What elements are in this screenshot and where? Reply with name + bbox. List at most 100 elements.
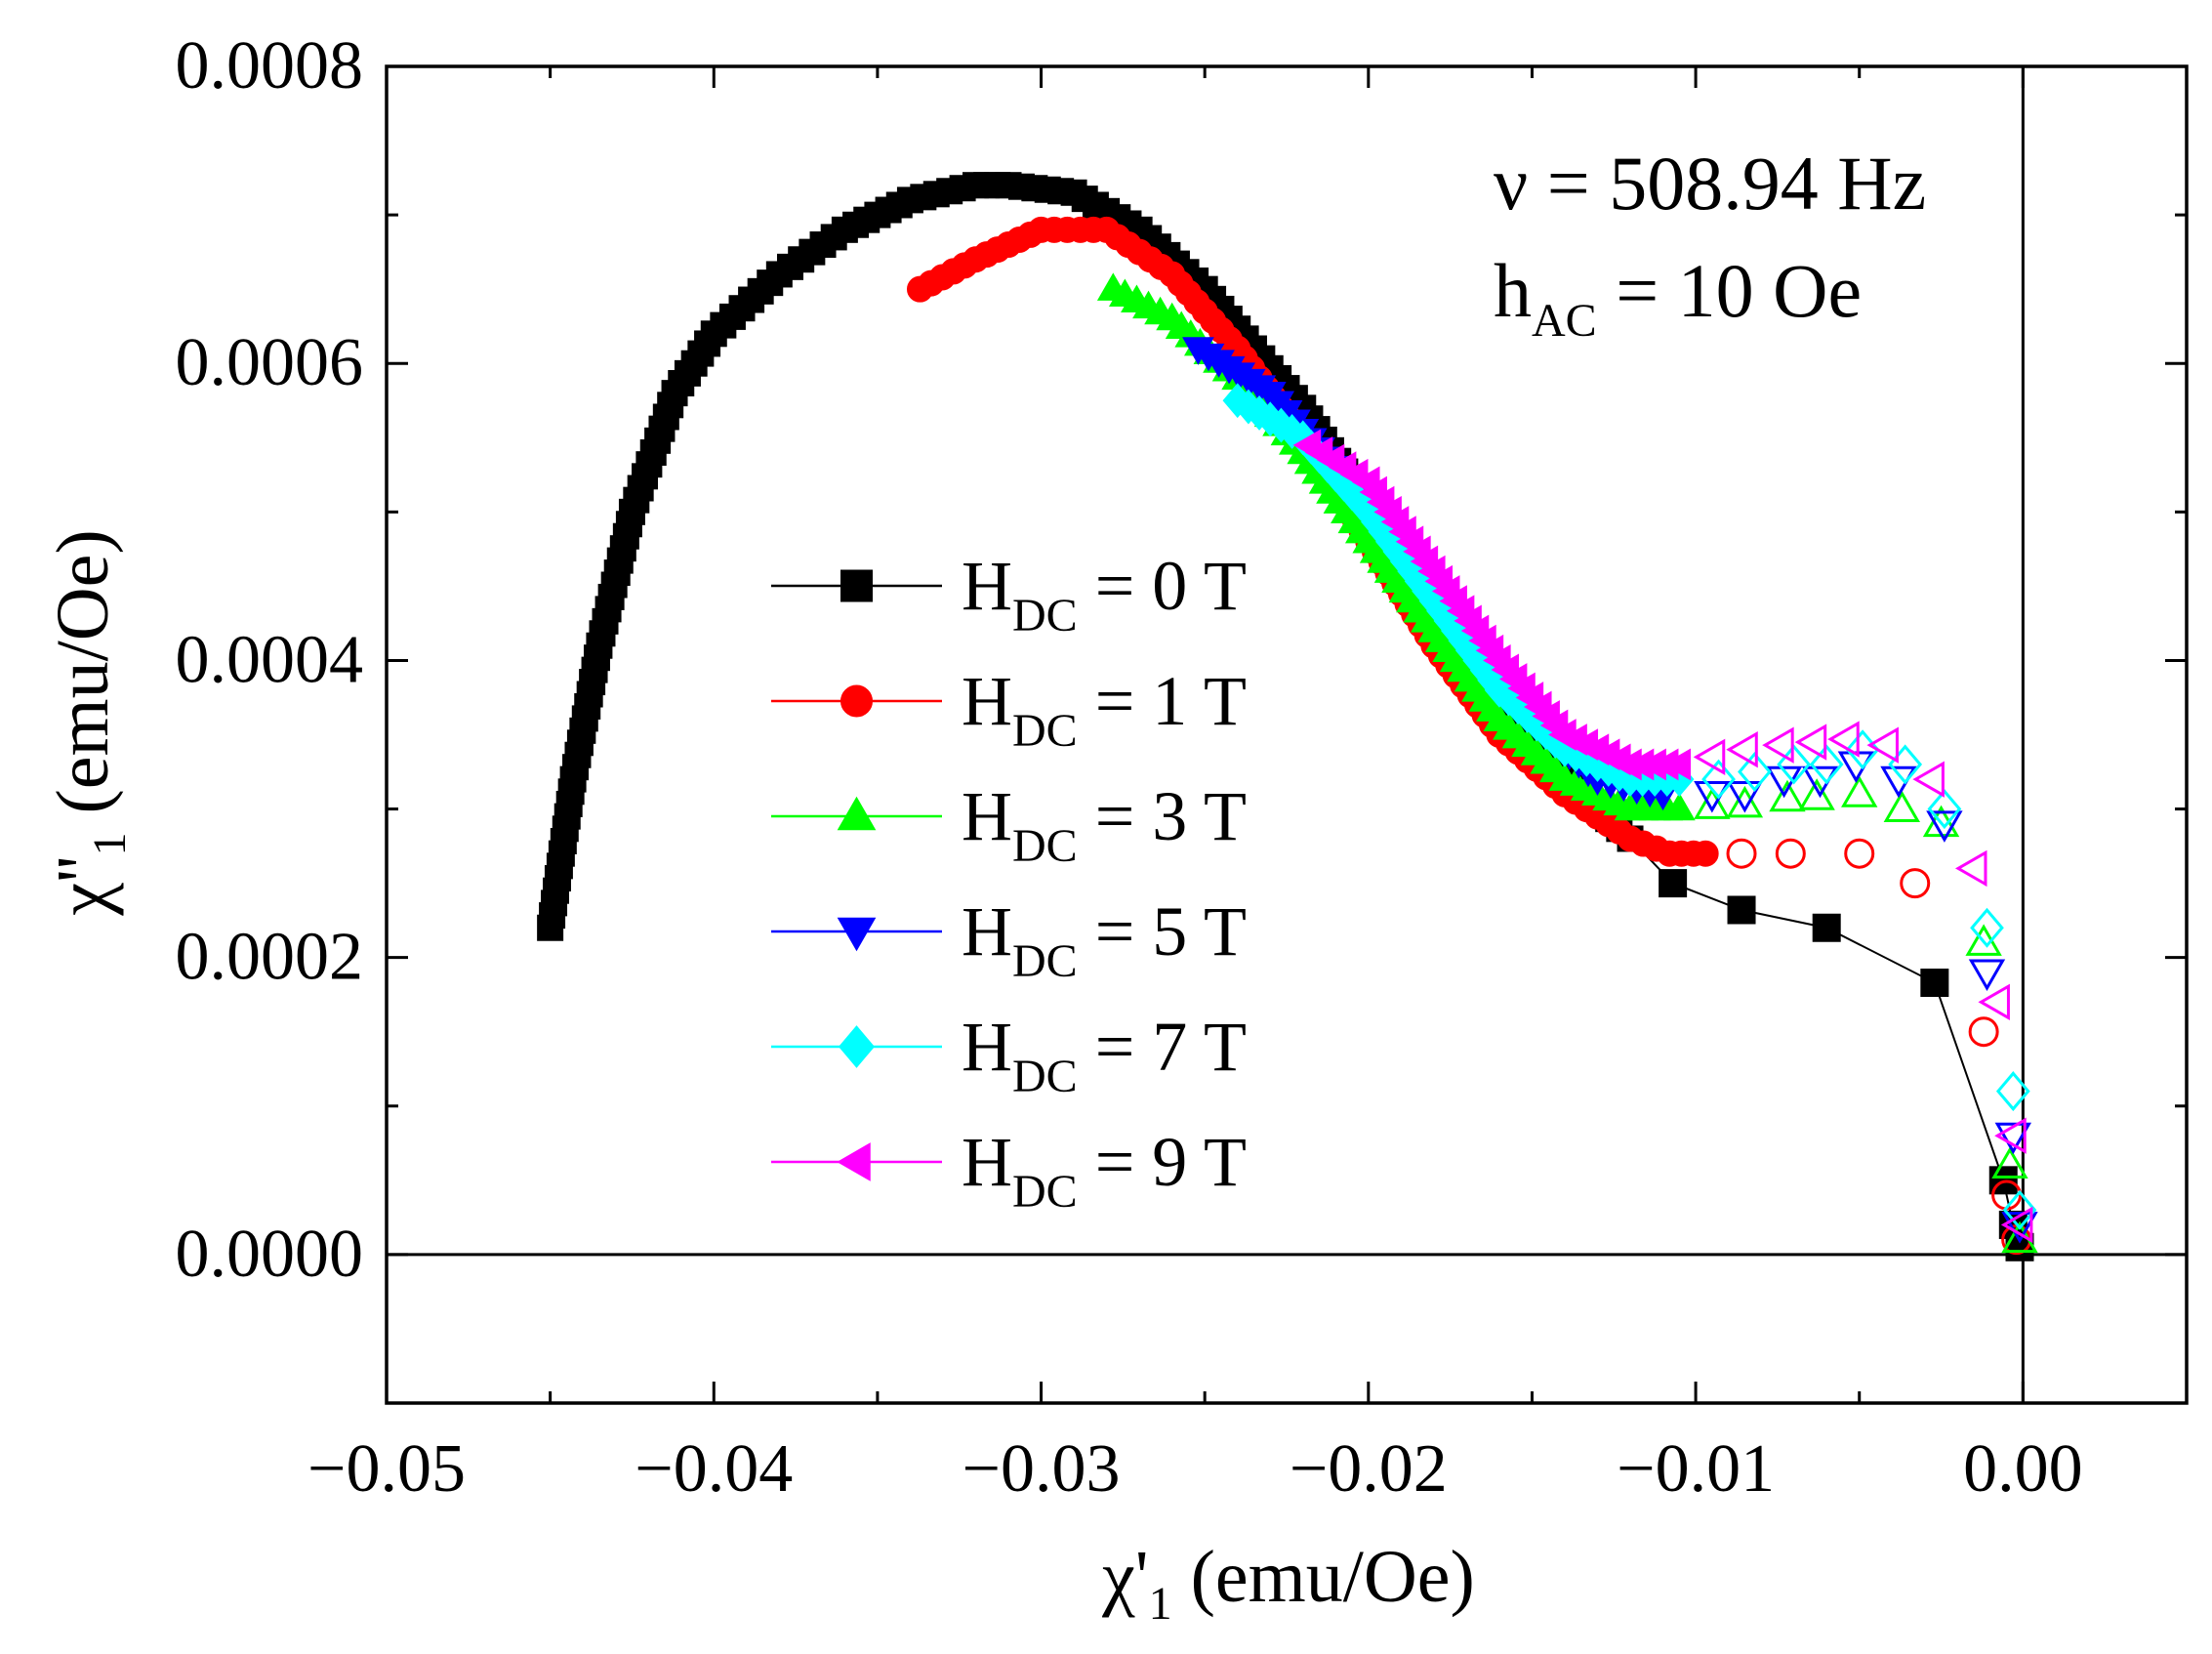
legend-label-main: H [962,662,1012,740]
x-axis-label: χ'1 (emu/Oe) [1101,1536,1475,1630]
data-point-open [1994,1117,2027,1154]
data-point-open [1968,1016,1999,1048]
data-point-open [1927,789,1962,830]
x-axis-label-main: χ' [1101,1536,1148,1618]
x-tick-label: 0.00 [1963,1431,2083,1507]
amplitude-rest: = 10 Oe [1597,248,1862,333]
data-point-open [1694,787,1731,819]
data-point-filled [1727,895,1756,925]
plot-frame [385,64,2189,1405]
y-tick-label: 0.0008 [176,28,364,103]
legend-label-main: H [962,892,1012,971]
series-5 [1292,429,2033,1244]
data-point-filled [1920,969,1949,998]
amplitude-annotation: hAC = 10 Oe [1494,248,1862,347]
data-point-open [1726,731,1758,768]
legend-label-sub: DC [1012,590,1078,641]
data-point-open [1738,752,1772,793]
data-point-open [1900,868,1931,899]
legend-label-main: H [962,1123,1012,1201]
data-point-open [1798,778,1835,810]
x-tick-label: −0.03 [963,1431,1121,1507]
data-point-filled [1659,869,1688,898]
data-point-open [1809,744,1844,785]
data-point-open [1926,810,1963,843]
legend-marker [839,1025,875,1068]
data-point-open [1777,744,1812,785]
data-point-open [1994,1122,2031,1155]
data-point-open [1970,907,2004,948]
legend-label-rest: = 3 T [1078,777,1247,855]
legend-label-sub: DC [1012,705,1078,757]
data-point-open [1701,759,1736,800]
data-point-open [2000,1206,2033,1244]
data-point-open [1991,1146,2028,1179]
legend-marker [840,569,873,602]
legend-label-rest: = 5 T [1078,892,1247,971]
y-axis-label-sub: 1 [84,833,136,856]
data-point-open [1968,959,2006,991]
legend-marker [840,684,873,718]
data-series [537,172,2038,1261]
y-axis-label: χ''1 (emu/Oe) [42,529,136,916]
legend-marker [837,917,877,952]
data-point-open [1762,726,1794,764]
axes: −0.05 −0.04 −0.03 −0.02 −0.01 0.00 0.0000 0.000… [176,28,2189,1507]
y-axis-label-unit: (emu/Oe) [42,529,124,832]
data-point-open [1794,724,1827,761]
x-tick-label: −0.05 [307,1431,466,1507]
data-point-filled [1812,913,1841,942]
amplitude-main: h [1494,248,1532,333]
legend-label-rest: = 1 T [1078,662,1247,740]
data-point-open [1726,780,1764,813]
x-tick-label: −0.04 [635,1431,793,1507]
x-tick-label: −0.02 [1290,1431,1448,1507]
legend-label-sub: DC [1012,1166,1078,1218]
legend-label: HDC = 0 T [962,547,1247,641]
data-point-open [2001,1212,2038,1244]
series-4 [1222,383,2037,1230]
data-point-filled [1692,840,1719,867]
data-point-open [1883,790,1921,822]
x-axis-label-unit: (emu/Oe) [1172,1536,1475,1618]
legend-label-rest: = 7 T [1078,1008,1247,1086]
data-point-open [1693,738,1726,776]
amplitude-sub: AC [1532,295,1597,347]
data-point-open [1912,761,1945,798]
data-point-open [1726,838,1757,869]
legend-label-sub: DC [1012,935,1078,987]
data-point-open [1995,1071,2030,1112]
data-point-open [1775,838,1806,869]
data-point-open [1769,779,1806,812]
data-point-filled [1662,748,1692,781]
legend-label: HDC = 1 T [962,662,1247,757]
data-point-open [1978,983,2010,1020]
legend-label: HDC = 7 T [962,1008,1247,1102]
legend-label: HDC = 5 T [962,892,1247,987]
legend-label-main: H [962,777,1012,855]
legend-marker [837,1142,871,1181]
legend-label-sub: DC [1012,1051,1078,1102]
frequency-annotation: ν = 508.94 Hz [1494,141,1926,226]
data-point-open [1841,775,1878,807]
data-point-open [1726,785,1764,818]
y-tick-label: 0.0000 [176,1217,364,1292]
y-tick-label: 0.0004 [176,622,364,697]
data-point-filled [1662,792,1696,821]
data-point-open [1866,726,1899,764]
legend-label: HDC = 9 T [962,1123,1247,1218]
legend-label-main: H [962,547,1012,625]
x-tick-label: −0.01 [1617,1431,1775,1507]
legend-label: HDC = 3 T [962,777,1247,872]
reference-lines [387,66,2187,1403]
data-point-open [2002,1189,2037,1230]
x-axis-label-sub: 1 [1149,1578,1172,1630]
y-axis-label-main: χ'' [42,856,124,917]
y-tick-label: 0.0006 [176,325,364,400]
legend-label-rest: = 0 T [1078,547,1247,625]
legend-marker [837,796,877,831]
y-tick-label: 0.0002 [176,920,364,995]
